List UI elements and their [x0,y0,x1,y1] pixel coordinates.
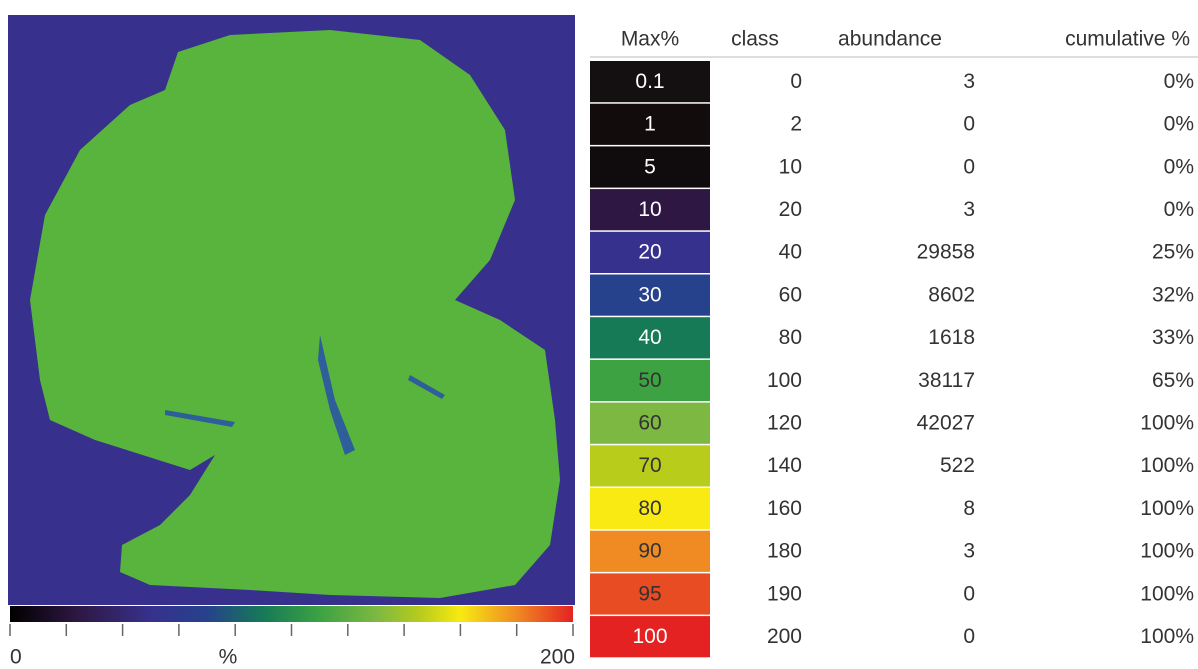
max-percent: 100 [632,625,667,648]
max-percent: 95 [638,582,661,605]
class: 10 [779,155,802,178]
abundance: 0 [963,155,975,178]
cumulative: 100% [1140,454,1194,477]
max-percent: 10 [638,198,661,221]
class: 20 [779,198,802,221]
max-percent: 90 [638,540,661,563]
colorbar-ticks [10,624,573,636]
abundance: 522 [940,454,975,477]
cumulative: 0% [1164,113,1194,136]
abundance: 0 [963,625,975,648]
cumulative: 100% [1140,540,1194,563]
abundance: 8602 [928,283,975,306]
cumulative: 32% [1152,283,1194,306]
class: 100 [767,369,802,392]
cumulative: 0% [1164,198,1194,221]
abundance: 8 [963,497,975,520]
figure: 0 % 200 Max%classabundancecumulative %0.… [0,0,1198,669]
abundance: 42027 [917,411,975,434]
class: 190 [767,582,802,605]
column-header: cumulative % [1065,28,1190,51]
cumulative: 33% [1152,326,1194,349]
abundance: 29858 [917,241,975,264]
cumulative: 25% [1152,241,1194,264]
abundance: 0 [963,582,975,605]
max-percent: 50 [638,369,661,392]
class: 80 [779,326,802,349]
cumulative: 65% [1152,369,1194,392]
class: 140 [767,454,802,477]
class: 120 [767,411,802,434]
class: 200 [767,625,802,648]
class: 60 [779,283,802,306]
cumulative: 100% [1140,411,1194,434]
class: 2 [790,113,802,136]
column-header: Max% [621,28,679,51]
class: 160 [767,497,802,520]
max-percent: 60 [638,411,661,434]
abundance: 3 [963,70,975,93]
cumulative: 100% [1140,497,1194,520]
column-header: abundance [838,28,942,51]
cumulative: 0% [1164,70,1194,93]
class: 0 [790,70,802,93]
max-percent: 30 [638,283,661,306]
page: 0 % 200 Max%classabundancecumulative %0.… [0,0,1198,669]
colorbar [10,606,573,622]
abundance: 1618 [928,326,975,349]
colorbar-unit: % [219,646,238,669]
class: 180 [767,540,802,563]
abundance: 3 [963,198,975,221]
max-percent: 80 [638,497,661,520]
cumulative: 100% [1140,582,1194,605]
max-percent: 0.1 [635,70,664,93]
abundance: 0 [963,113,975,136]
colorbar-min: 0 [10,646,22,669]
max-percent: 70 [638,454,661,477]
column-header: class [731,28,779,51]
max-percent: 20 [638,241,661,264]
abundance: 3 [963,540,975,563]
cumulative: 100% [1140,625,1194,648]
max-percent: 1 [644,113,656,136]
abundance: 38117 [918,369,975,392]
cumulative: 0% [1164,155,1194,178]
class: 40 [779,241,802,264]
colorbar-max: 200 [540,646,575,669]
max-percent: 5 [644,155,656,178]
max-percent: 40 [638,326,661,349]
